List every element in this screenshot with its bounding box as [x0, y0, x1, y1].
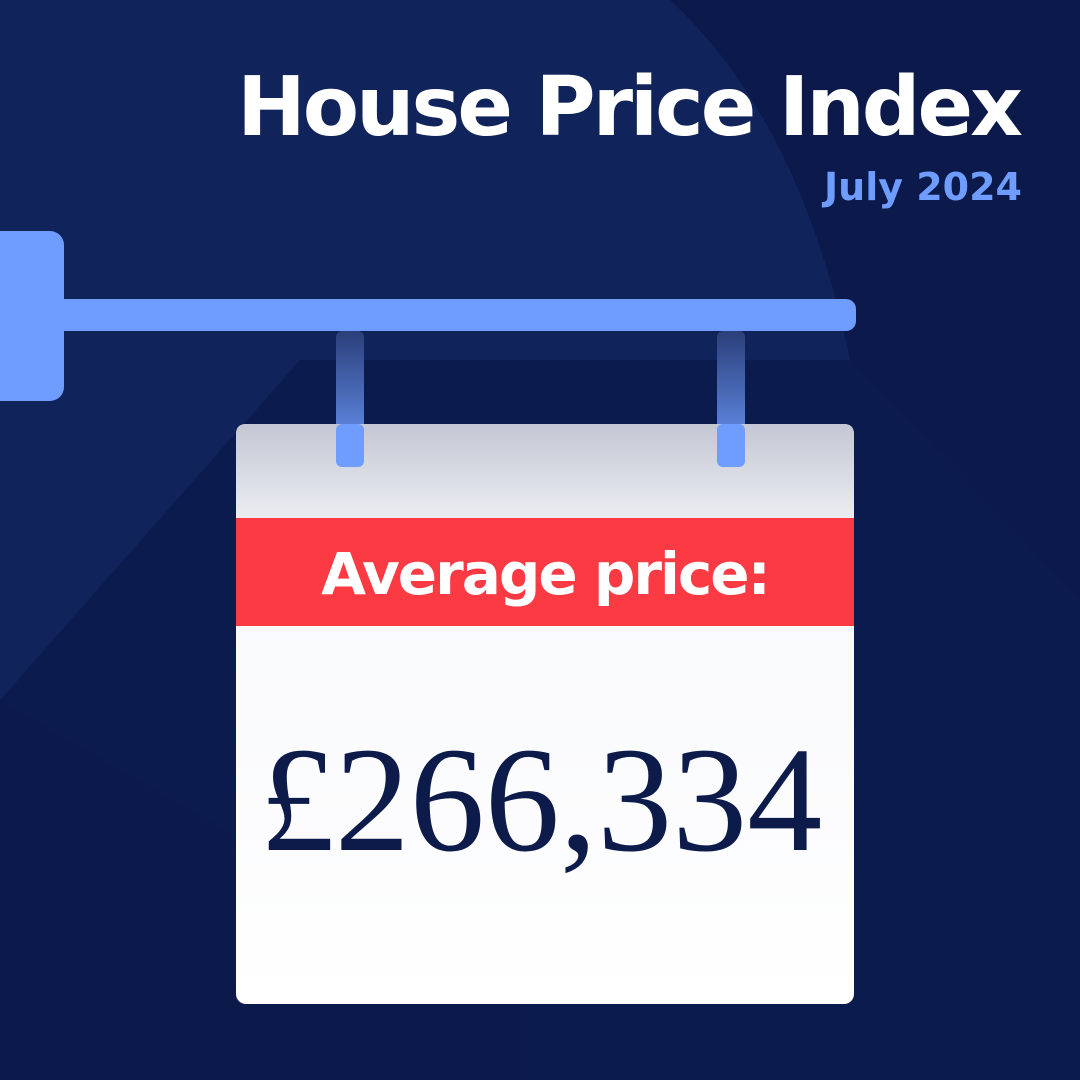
- subtitle: July 2024: [821, 165, 1022, 209]
- average-price: £266,334: [260, 717, 823, 883]
- title: House Price Index: [237, 60, 1022, 155]
- sign-label: Average price:: [321, 540, 769, 608]
- sign-board: [236, 424, 854, 1004]
